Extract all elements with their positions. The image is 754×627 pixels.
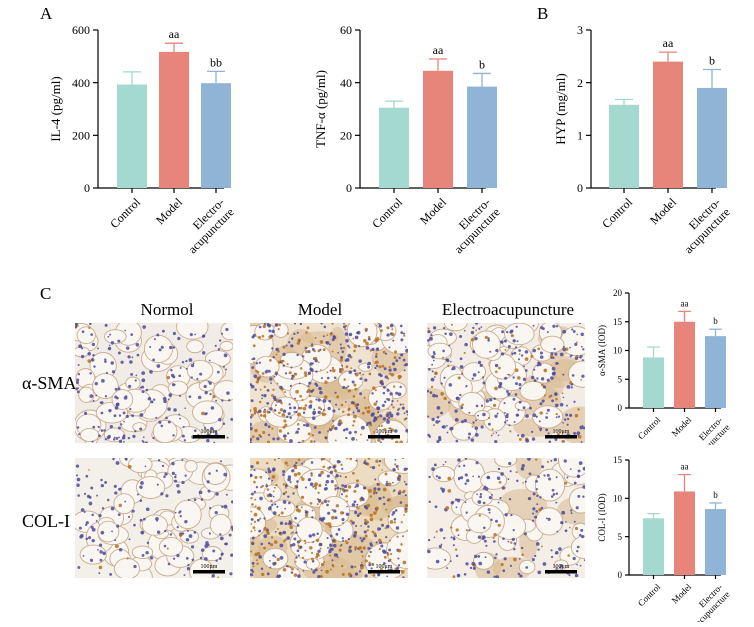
x-tick-label: Model [670,414,694,438]
hyp-bar-chart: 0 1 2 3 HYP (mg/ml) Control aa Model b Electro-ac… [553,23,733,256]
y-tick-label: 2 [577,76,583,90]
bar [201,83,231,188]
y-tick-label: 20 [340,129,352,143]
bar [467,86,497,188]
y-tick-label: 200 [72,129,90,143]
micrograph-col-i-model: 100μm [250,458,408,578]
significance-label: b [713,316,718,326]
x-tick-label: Model [670,581,694,605]
micrograph-col-i-electroacupuncture: 100μm [427,458,585,578]
y-axis-title: α-SMA (IOD) [597,325,607,376]
bar [423,70,453,188]
significance-label: aa [681,298,689,308]
significance-label: aa [433,43,444,57]
x-tick-label: Electro-acupuncture [672,195,733,256]
x-tick-label: Control [599,195,635,231]
bar [379,107,409,188]
bar [697,87,727,188]
x-tick-label: Electro-acupuncture [442,195,503,256]
y-tick-label: 40 [340,76,352,90]
sma-bar-chart: 0 5 10 15 20 α-SMA (IOD) Control aa Model b Electr… [597,288,732,445]
y-axis-title: TNF-α (pg/ml) [313,70,328,148]
column-label-electroacupuncture: Electroacupuncture [441,300,575,319]
significance-label: b [479,57,485,71]
scale-bar-label: 100μm [376,429,393,435]
y-tick-label: 3 [577,23,583,37]
bar [117,84,147,188]
x-tick-label: Electro-acupuncture [176,195,237,256]
micrograph-alpha-sma-normol: 100μm [75,323,233,443]
y-axis-title: HYP (mg/ml) [553,73,568,144]
bar [643,357,664,408]
x-tick-label: Model [647,195,680,228]
x-tick-label: Model [153,195,186,228]
y-tick-label: 10 [613,346,623,356]
bar [705,509,726,575]
significance-label: aa [681,462,689,472]
micrograph-alpha-sma-electroacupuncture: 100μm [427,323,585,443]
x-tick-label: Control [369,195,405,231]
y-tick-label: 600 [72,23,90,37]
x-tick-label: Electro-acupuncture [686,415,731,445]
column-label-model: Model [297,300,343,319]
bar [643,518,664,575]
bar [674,321,695,408]
y-tick-label: 10 [613,493,623,503]
y-tick-label: 0 [618,570,623,580]
scale-bar-label: 100μm [201,564,218,570]
bar [674,491,695,575]
significance-label: aa [663,36,674,50]
micrograph-alpha-sma-model: 100μm [250,323,408,443]
y-tick-label: 0 [346,181,352,195]
panel-label-a: A [40,4,53,23]
il4-bar-chart: 0 200 400 600 IL-4 (pg/ml) Control aa Model bb El… [48,23,237,256]
scale-bar-label: 100μm [553,429,570,435]
x-tick-label: Control [636,414,663,441]
y-tick-label: 1 [577,129,583,143]
column-label-normol: Normol [140,300,194,319]
bar [653,61,683,188]
y-axis-title: COL-I (IOD) [597,493,607,541]
y-tick-label: 20 [613,288,623,298]
significance-label: b [713,490,718,500]
x-tick-label: Electro-acupuncture [686,582,731,622]
panel-label-c: C [40,284,52,303]
scale-bar-label: 100μm [201,429,218,435]
micrograph-col-i-normol: 100μm [75,458,233,578]
y-tick-label: 15 [613,317,623,327]
y-tick-label: 0 [577,181,583,195]
significance-label: b [709,54,715,68]
significance-label: bb [210,55,222,69]
bar [159,51,189,189]
bar [705,336,726,408]
col-bar-chart: 0 5 10 15 COL-I (IOD) Control aa Model b Electro-… [597,455,732,622]
y-tick-label: 15 [613,455,623,465]
row-label-col-i: COL-I [22,511,70,531]
scale-bar-label: 100μm [553,564,570,570]
y-tick-label: 5 [618,532,623,542]
scale-bar-label: 100μm [376,564,393,570]
panel-label-b: B [537,4,549,23]
y-tick-label: 0 [618,403,623,413]
significance-label: aa [169,27,180,41]
y-tick-label: 400 [72,76,90,90]
x-tick-label: Control [107,195,143,231]
y-tick-label: 60 [340,23,352,37]
x-tick-label: Model [417,195,450,228]
bar [609,104,639,188]
y-axis-title: IL-4 (pg/ml) [48,76,63,141]
y-tick-label: 0 [84,181,90,195]
tnf-bar-chart: 0 20 40 60 TNF-α (pg/ml) Control aa Model b Elect… [313,23,503,256]
y-tick-label: 5 [618,374,623,384]
x-tick-label: Control [636,581,663,608]
row-label-alpha-sma: α-SMA [22,373,77,393]
